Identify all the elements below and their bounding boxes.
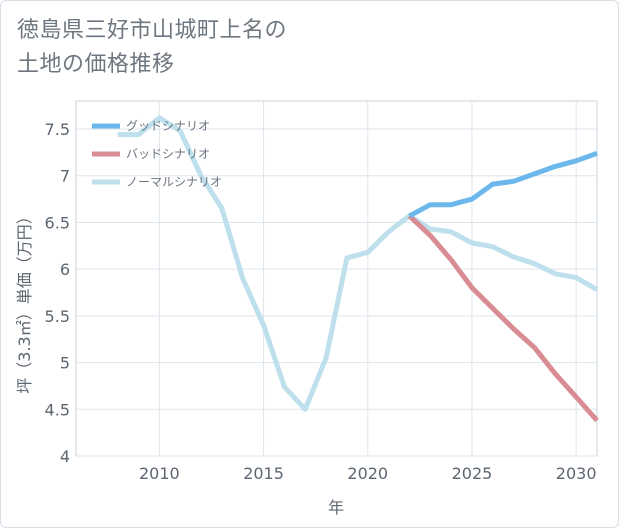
x-tick-label: 2010 [139, 464, 180, 483]
x-tick-label: 2030 [556, 464, 597, 483]
y-tick-label: 7 [60, 167, 70, 186]
chart-title-line-2: 土地の価格推移 [17, 52, 175, 77]
legend-label: グッドシナリオ [126, 119, 210, 133]
x-tick-label: 2020 [347, 464, 388, 483]
x-tick-labels: 2010 2015 2020 2025 2030 [139, 464, 597, 483]
y-tick-label: 4.5 [45, 400, 70, 419]
y-axis-title: 坪（3.3㎡）単価（万円） [15, 208, 34, 393]
y-tick-label: 6.5 [45, 213, 70, 232]
x-tick-label: 2025 [452, 464, 493, 483]
plot-area [75, 100, 598, 457]
series-line-0 [408, 150, 598, 219]
y-tick-label: 6 [60, 260, 70, 279]
y-tick-label: 5 [60, 354, 70, 373]
y-tick-label: 5.5 [45, 307, 70, 326]
y-tick-label: 4 [60, 447, 70, 466]
series-line-2 [117, 115, 599, 412]
y-tick-labels: 4 4.5 5 5.5 6 6.5 7 7.5 [45, 120, 70, 466]
x-tick-label: 2015 [243, 464, 284, 483]
chart-title-line-1: 徳島県三好市山城町上名の [17, 18, 288, 43]
y-tick-label: 7.5 [45, 120, 70, 139]
legend-label: ノーマルシナリオ [126, 175, 222, 189]
series-line-1 [407, 214, 599, 423]
x-axis-title: 年 [328, 498, 344, 517]
legend-label: バッドシナリオ [126, 147, 210, 161]
chart-title: 徳島県三好市山城町上名の 土地の価格推移 [17, 14, 577, 82]
series-lines [117, 115, 599, 423]
